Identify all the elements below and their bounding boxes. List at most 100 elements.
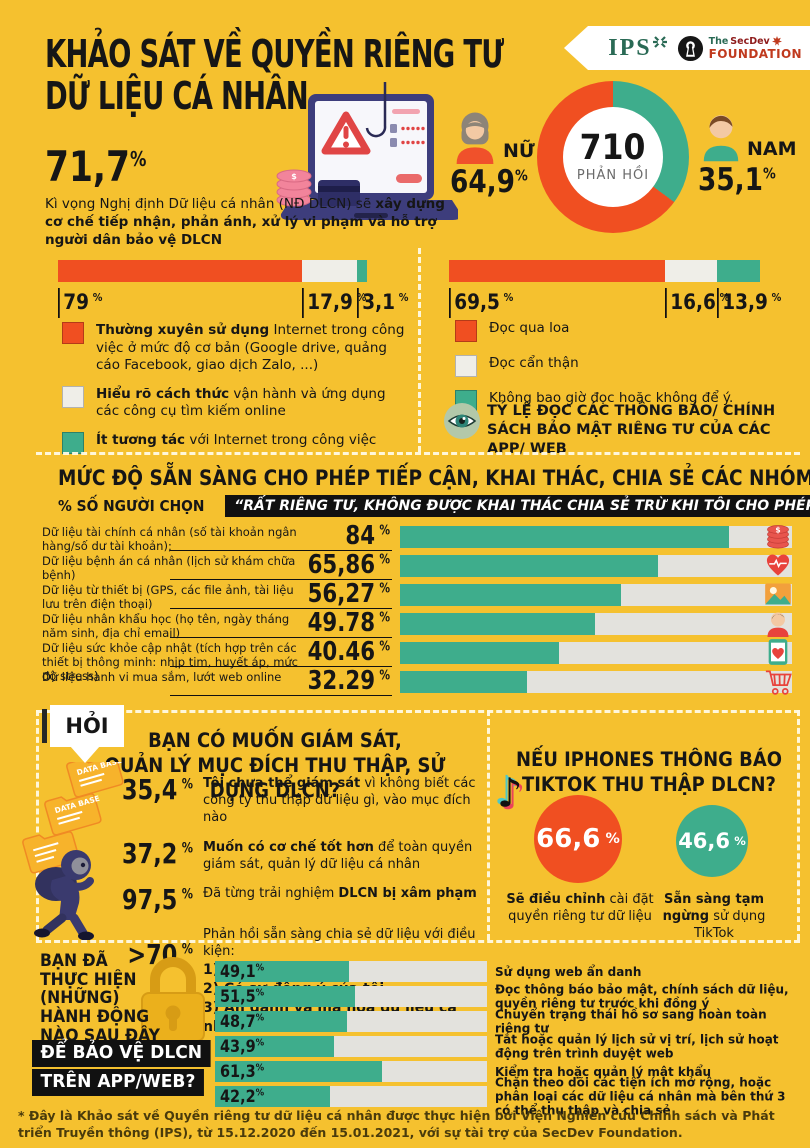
privacy-row-track	[400, 583, 792, 606]
action-bar-value: 49,1%	[220, 962, 265, 982]
tiktok-circle-caption: Sẵn sàng tạm ngừng sử dụng TikTok	[662, 892, 766, 941]
male-label: NAM	[747, 138, 797, 160]
privacy-groups-chart: Dữ liệu tài chính cá nhân (số tài khoản …	[42, 521, 794, 698]
action-bar-fill	[215, 1011, 348, 1032]
legend-swatch	[62, 431, 84, 454]
actions-title-line: (NHỮNG)	[40, 988, 120, 1009]
respondents-total-label: PHẢN HỒI	[576, 168, 650, 183]
privacy-row: Dữ liệu từ thiết bị (GPS, các file ảnh, …	[42, 579, 794, 611]
svg-text:$: $	[291, 172, 297, 181]
action-bar-fill	[215, 1061, 382, 1082]
privacy-row-track	[400, 612, 792, 637]
vertical-dashed-divider	[418, 248, 421, 452]
monitor-item-value: 37,2 %	[122, 836, 193, 870]
donut-center: 710 PHẢN HỒI	[563, 107, 663, 207]
action-bar-track	[215, 1036, 487, 1057]
hoi-tag: HỎI	[50, 705, 124, 747]
action-bar-track	[215, 1086, 487, 1107]
legend-item: Thường xuyên sử dụng Internet trong công…	[62, 322, 412, 375]
privacy-row-fill	[400, 584, 621, 606]
policy-reading-segment	[665, 260, 717, 282]
internet-usage-values: 79 % 17,9 % 3,1 %	[58, 288, 409, 320]
legend-swatch	[62, 322, 84, 344]
legend-label: Ít tương tác với Internet trong công việ…	[96, 431, 377, 448]
action-bar-label: Đọc thông báo bảo mật, chính sách dữ liệ…	[495, 982, 789, 1011]
privacy-row-label: Dữ liệu nhân khẩu học (họ tên, ngày thán…	[42, 612, 290, 640]
policy-reading-segment	[449, 260, 666, 282]
policy-reading-value: 69,5 %	[449, 288, 513, 318]
monitor-item: 37,2 % Muốn có cơ chế tốt hơn để toàn quy…	[103, 838, 497, 874]
legend-label: Không bao giờ đọc hoặc không để ý.	[489, 390, 734, 406]
actions-title-boxed-line: ĐỂ BẢO VỆ DLCN	[32, 1040, 211, 1067]
legend-item: Ít tương tác với Internet trong công việ…	[62, 431, 412, 454]
padlock-illustration	[141, 957, 205, 1042]
policy-reading-caption: TỶ LỆ ĐỌC CÁC THÔNG BÁO/ CHÍNH SÁCH BẢO …	[487, 403, 776, 457]
cart-icon	[764, 667, 794, 697]
privacy-row-fill	[400, 526, 730, 548]
monitor-item-text: Muốn có cơ chế tốt hơn để toàn quyền giá…	[203, 839, 473, 872]
svg-text:$: $	[775, 526, 780, 535]
tiktok-circle-stat: 66,6 %	[534, 795, 622, 883]
monitor-box-mid-dash	[487, 710, 490, 940]
page-title: KHẢO SÁT VỀ QUYỀN RIÊNG TƯ DỮ LIỆU CÁ NH…	[45, 33, 504, 118]
policy-reading-values: 69,5 % 16,6 % 13,9 %	[449, 288, 781, 320]
internet-usage-value: 3,1 %	[357, 288, 409, 318]
privacy-section-title: MỨC ĐỘ SẴN SÀNG CHO PHÉP TIẾP CẬN, KHAI …	[58, 466, 810, 490]
tiktok-circle-stat: 46,6 %	[676, 805, 748, 877]
respondents-total: 710	[580, 128, 646, 168]
monitor-item: 35,4 % Tôi chưa thể giám sát vì không biế…	[103, 774, 497, 827]
privacy-row-fill	[400, 555, 659, 577]
action-bar-value: 48,7%	[220, 1012, 265, 1032]
ips-logo-text: IPS	[608, 34, 652, 61]
privacy-row-underline	[170, 579, 392, 580]
secdev-keyhole-icon	[677, 35, 703, 61]
svg-text:♪: ♪	[497, 771, 523, 815]
secdev-the: The	[708, 35, 729, 47]
legend-swatch	[455, 320, 477, 342]
svg-text:♪: ♪	[494, 768, 520, 814]
policy-reading-value: 16,6 %	[665, 288, 729, 318]
actions-title-boxed-line: TRÊN APP/WEB?	[32, 1069, 204, 1096]
male-stat: NAM 35,1%	[698, 110, 797, 198]
privacy-row-underline	[170, 608, 392, 609]
actions-title-boxed: ĐỂ BẢO VỆ DLCN TRÊN APP/WEB?	[32, 1040, 220, 1096]
legend-swatch	[455, 355, 477, 377]
legend-label: Đọc cẩn thận	[489, 355, 579, 371]
internet-usage-value: 79 %	[58, 288, 102, 318]
action-bar-value: 43,9%	[220, 1037, 265, 1057]
privacy-row: Dữ liệu bệnh án cá nhân (lịch sử khám ch…	[42, 550, 794, 582]
monitor-item: 97,5 % Đã từng trải nghiệm DLCN bị xâm ph…	[103, 884, 497, 914]
secdev-logo-text: The SecDev FOUNDATION	[709, 36, 802, 61]
horizontal-dashed-divider	[36, 452, 800, 455]
privacy-row-track	[400, 554, 792, 577]
privacy-row-label: Dữ liệu từ thiết bị (GPS, các file ảnh, …	[42, 583, 294, 611]
policy-reading-segment	[716, 260, 760, 282]
internet-usage-legend: Thường xuyên sử dụng Internet trong công…	[62, 322, 412, 454]
male-icon	[703, 115, 739, 162]
monitor-item-text: Tôi chưa thể giám sát vì không biết các …	[203, 776, 476, 825]
action-bar-label: Tắt hoặc quản lý lịch sử vị trí, lịch sử…	[495, 1032, 779, 1061]
secdev-foundation: FOUNDATION	[708, 46, 802, 61]
male-value: 35,1%	[698, 162, 776, 198]
action-bar-label: Chặn theo dõi các tiện ích mở rộng, hoặc…	[495, 1074, 786, 1118]
actions-title-line: THỰC HIỆN	[40, 969, 137, 990]
actions-title-line: BẠN ĐÃ	[40, 951, 108, 971]
privacy-row-track	[400, 670, 792, 695]
privacy-row-fill	[400, 613, 596, 635]
privacy-row-value: 84 %	[345, 521, 390, 551]
policy-reading-value: 13,9 %	[716, 288, 781, 318]
privacy-row-label: Dữ liệu tài chính cá nhân (số tài khoản …	[42, 525, 297, 553]
privacy-row-underline	[170, 550, 392, 551]
privacy-row-underline	[170, 666, 392, 667]
internet-usage-value: 17,9 %	[302, 288, 366, 318]
legend-label: Thường xuyên sử dụng Internet trong công…	[96, 322, 405, 374]
maple-leaf-icon	[771, 36, 782, 46]
privacy-row: Dữ liệu nhân khẩu học (họ tên, ngày thán…	[42, 608, 794, 640]
secdev-name: SecDev	[730, 35, 770, 47]
privacy-row-value: 49.78 %	[307, 608, 390, 638]
laptop-phishing-illustration: $	[276, 82, 458, 220]
hacker-illustration: DATA BASE DATA BASE	[22, 762, 124, 940]
internet-usage-segment	[302, 260, 358, 282]
action-bar-row: 43,9%	[215, 1036, 487, 1061]
action-bar-value: 42,2%	[220, 1087, 265, 1107]
